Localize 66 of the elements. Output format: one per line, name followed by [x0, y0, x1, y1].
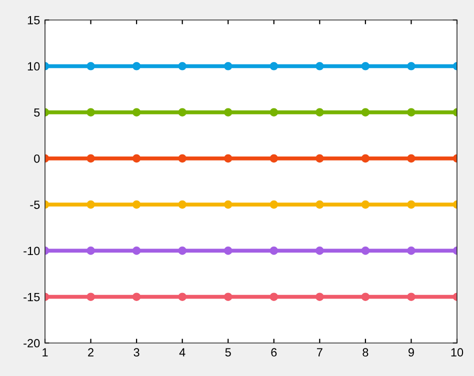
- point: [224, 154, 232, 163]
- point: [178, 154, 186, 163]
- point: [316, 246, 324, 255]
- point: [132, 200, 141, 209]
- point: [270, 108, 278, 116]
- point: [270, 200, 278, 209]
- point: [316, 200, 324, 209]
- point: [270, 292, 278, 302]
- point: [178, 246, 186, 255]
- point: [224, 62, 232, 70]
- point: [361, 246, 370, 255]
- x-tick-label: 9: [408, 348, 414, 357]
- point: [224, 246, 232, 255]
- point: [407, 200, 416, 209]
- y-tick-label: 15: [28, 16, 40, 24]
- x-tick-label: 1: [42, 348, 48, 356]
- y-tick-label: -10: [24, 246, 40, 256]
- x-tick-label: 3: [134, 348, 140, 357]
- point: [132, 246, 141, 255]
- point: [316, 62, 324, 70]
- x-tick-label: 6: [271, 348, 277, 357]
- point: [224, 200, 232, 209]
- point: [178, 108, 186, 116]
- point: [178, 62, 186, 70]
- point: [316, 108, 324, 116]
- x-tick-label: 2: [88, 348, 94, 356]
- point: [132, 62, 141, 70]
- point: [361, 62, 370, 70]
- point: [86, 292, 95, 302]
- point: [361, 108, 370, 116]
- point: [361, 154, 370, 163]
- x-tick-label: 7: [316, 348, 322, 356]
- y-tick-label: 0: [34, 154, 40, 163]
- point: [86, 154, 95, 163]
- y-tick-label: 5: [34, 108, 40, 117]
- point: [132, 292, 141, 302]
- point: [86, 200, 95, 209]
- x-tick-label: 10: [451, 348, 464, 357]
- point: [224, 292, 232, 302]
- y-tick-label: -15: [24, 293, 40, 302]
- point: [270, 246, 278, 255]
- point: [132, 154, 141, 163]
- point: [270, 154, 278, 163]
- point: [407, 154, 416, 163]
- point: [361, 292, 370, 302]
- point: [86, 62, 95, 70]
- point: [316, 292, 324, 302]
- x-tick-label: 5: [225, 348, 231, 357]
- point: [132, 108, 141, 116]
- point: [224, 108, 232, 116]
- point: [178, 200, 186, 209]
- point: [178, 292, 186, 302]
- point: [407, 246, 416, 255]
- point: [407, 62, 416, 70]
- point: [316, 154, 324, 163]
- point: [86, 246, 95, 255]
- point: [407, 108, 416, 116]
- y-tick-label: 10: [28, 62, 40, 71]
- point: [407, 292, 416, 302]
- point: [86, 108, 95, 116]
- x-tick-label: 4: [179, 348, 186, 356]
- point: [270, 62, 278, 70]
- y-tick-label: -5: [30, 200, 40, 209]
- x-tick-label: 8: [362, 348, 368, 357]
- point: [361, 200, 370, 209]
- y-tick-label: -20: [24, 339, 40, 348]
